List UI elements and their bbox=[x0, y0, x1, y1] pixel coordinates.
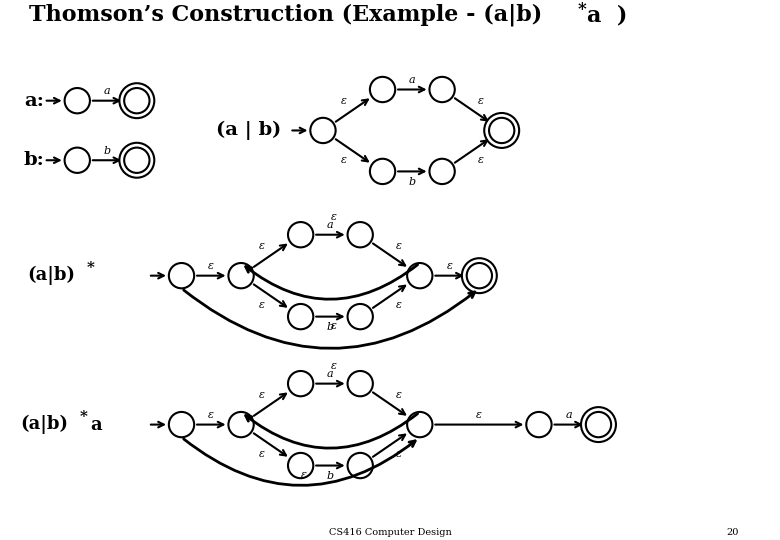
Text: CS416 Computer Design: CS416 Computer Design bbox=[328, 528, 452, 537]
Text: b: b bbox=[327, 471, 334, 481]
Text: (a|b): (a|b) bbox=[27, 266, 75, 285]
Text: ε: ε bbox=[478, 96, 484, 106]
Text: a: a bbox=[104, 86, 110, 96]
Text: ε: ε bbox=[331, 321, 336, 331]
Text: ε: ε bbox=[331, 212, 336, 222]
Text: ε: ε bbox=[341, 96, 347, 106]
Text: ε: ε bbox=[208, 410, 215, 420]
Text: Thomson’s Construction (Example - (a|b): Thomson’s Construction (Example - (a|b) bbox=[29, 4, 542, 26]
Text: a  ): a ) bbox=[587, 4, 628, 26]
Text: ε: ε bbox=[396, 241, 402, 251]
Text: ε: ε bbox=[259, 241, 265, 251]
Text: ε: ε bbox=[478, 155, 484, 165]
Text: ε: ε bbox=[331, 361, 336, 371]
Text: *: * bbox=[87, 261, 94, 275]
Text: b: b bbox=[327, 322, 334, 332]
Text: ε: ε bbox=[259, 300, 265, 310]
Text: a: a bbox=[327, 220, 334, 230]
Text: ε: ε bbox=[477, 410, 482, 420]
Text: b: b bbox=[104, 146, 111, 156]
Text: ε: ε bbox=[300, 470, 307, 480]
Text: (a|b): (a|b) bbox=[20, 415, 68, 434]
Text: ε: ε bbox=[396, 390, 402, 400]
Text: ε: ε bbox=[259, 449, 265, 459]
Text: ε: ε bbox=[447, 261, 452, 271]
Text: ε: ε bbox=[396, 449, 402, 459]
Text: *: * bbox=[80, 410, 87, 424]
Text: (a | b): (a | b) bbox=[216, 121, 281, 140]
Text: *: * bbox=[578, 1, 587, 18]
Text: 20: 20 bbox=[726, 528, 739, 537]
Text: a: a bbox=[566, 410, 572, 420]
Text: b:: b: bbox=[23, 151, 44, 169]
Text: b: b bbox=[409, 177, 416, 187]
Text: a: a bbox=[327, 369, 334, 379]
Text: a: a bbox=[409, 75, 416, 85]
Text: ε: ε bbox=[341, 155, 347, 165]
Text: a:: a: bbox=[24, 92, 44, 110]
Text: ε: ε bbox=[396, 300, 402, 310]
Text: ε: ε bbox=[259, 390, 265, 400]
Text: ε: ε bbox=[208, 261, 215, 271]
Text: a: a bbox=[90, 416, 101, 434]
